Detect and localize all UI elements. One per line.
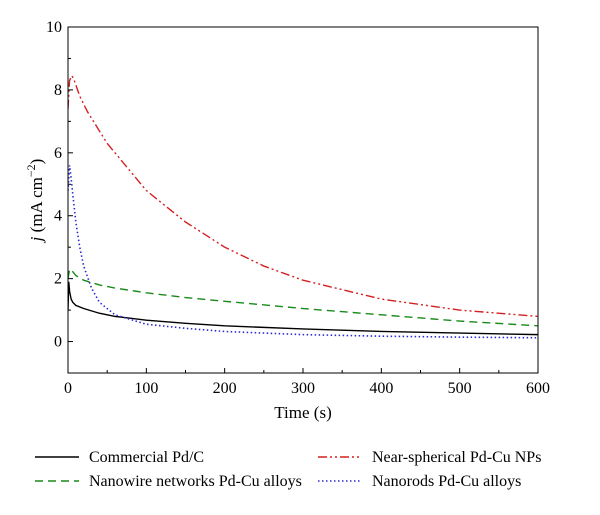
legend-label-1: Nanowire networks Pd-Cu alloys [89,473,302,490]
x-axis-title: Time (s) [274,403,331,422]
plot-frame [67,26,539,374]
x-tick-label: 100 [134,380,158,397]
x-tick-label: 500 [448,380,472,397]
plot-area [68,74,538,339]
y-axis-title-unit: (mA cm [27,177,46,237]
legend-label-2: Near-spherical Pd-Cu NPs [372,449,541,466]
legend-label-3: Nanorods Pd-Cu alloys [372,473,521,490]
x-tick-label: 400 [369,380,393,397]
y-tick-label: 6 [54,145,62,162]
x-tick-label: 600 [526,380,550,397]
series-line-2 [68,74,538,318]
x-tick-label: 0 [64,380,72,397]
axes: 0 100 200 300 400 500 600 0 2 4 6 8 10 Time (s) j (mA … [24,19,550,422]
y-axis-title-sup: −2 [24,164,38,177]
y-tick-label: 2 [54,271,62,288]
series-line-0 [68,281,538,336]
x-tick-label: 200 [213,380,237,397]
y-tick-label: 4 [54,208,62,225]
y-axis-title: j (mA cm−2) [24,159,46,244]
legend-label-0: Commercial Pd/C [89,449,204,466]
series-line-1 [68,268,538,327]
x-tick-label: 300 [291,380,315,397]
legend: Commercial Pd/C Near-spherical Pd-Cu NPs N… [35,449,541,490]
y-axis-title-close: ) [27,159,46,165]
series-line-3 [68,165,538,339]
y-tick-label: 8 [54,82,62,99]
y-tick-label: 0 [54,334,62,351]
y-tick-label: 10 [46,19,62,36]
y-axis-title-symbol: j [27,236,46,243]
